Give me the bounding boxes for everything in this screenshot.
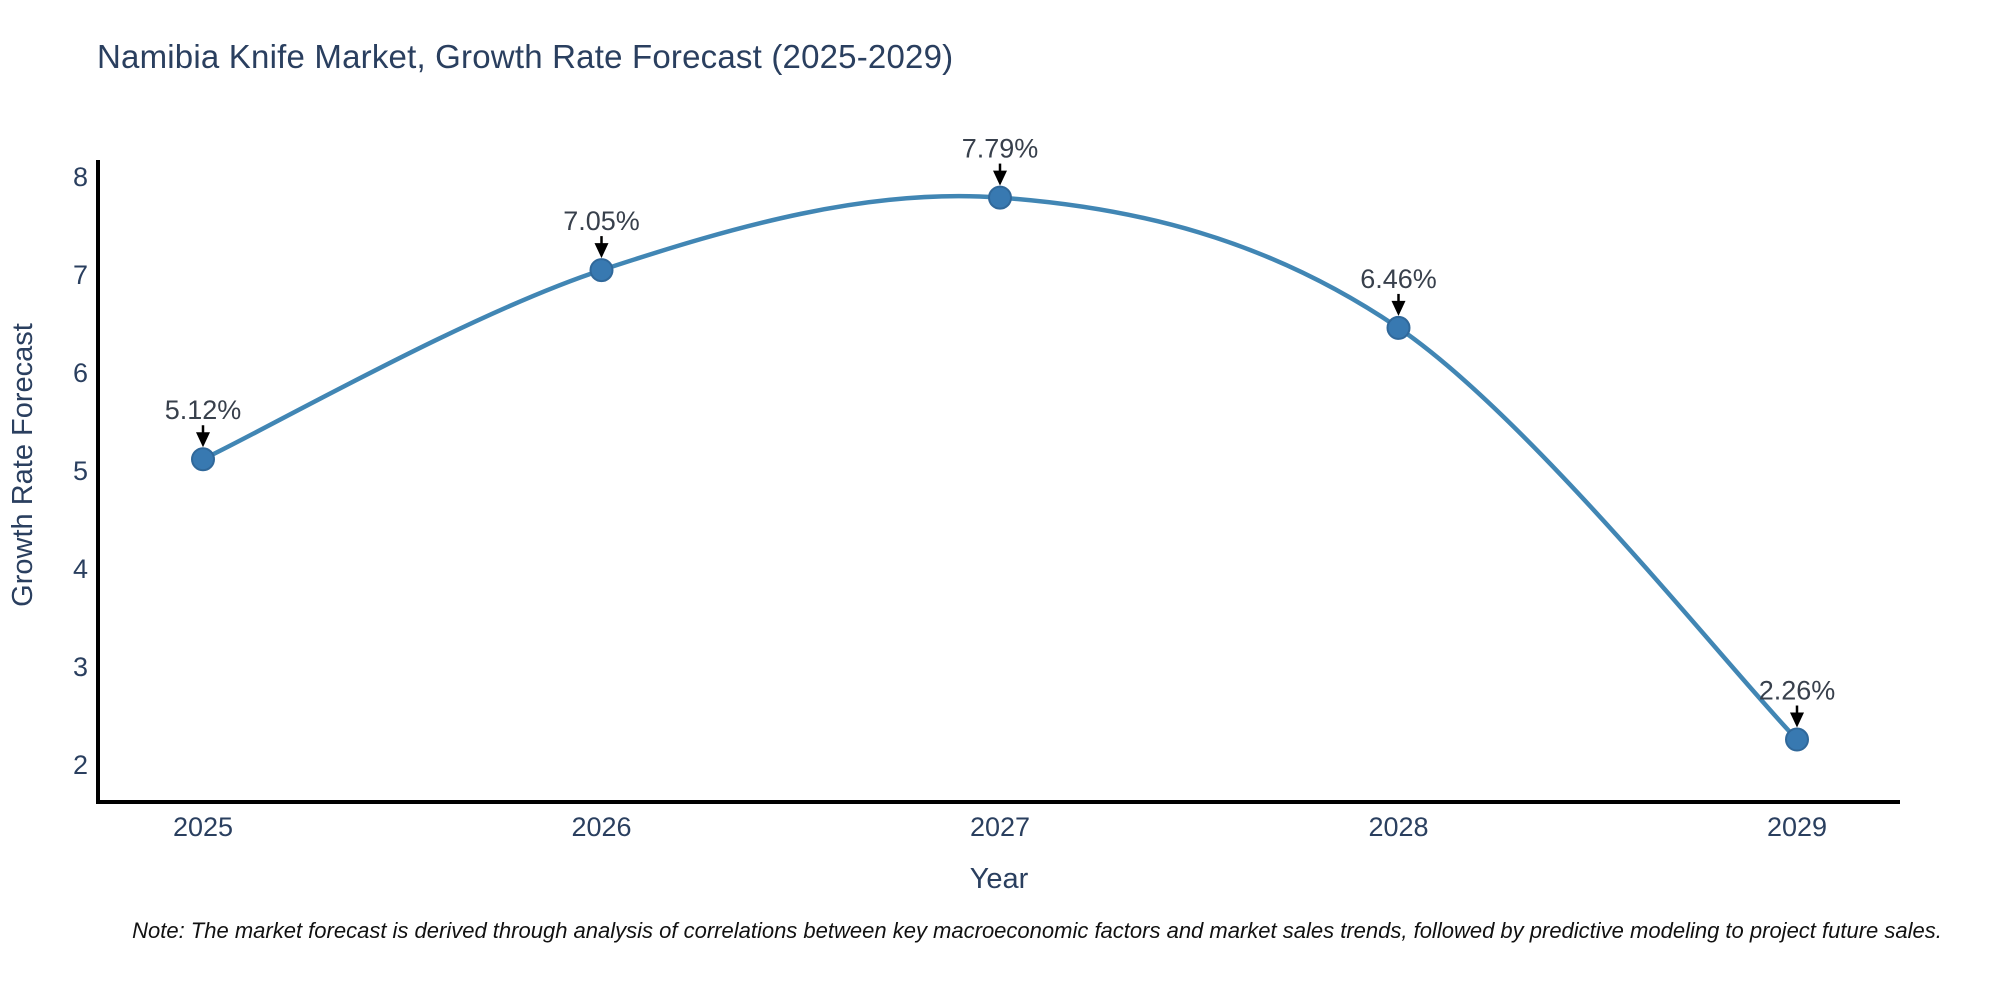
trend-line bbox=[200, 193, 1800, 742]
annotations: 5.12% 7.05% 7.79% 6.46% 2.26% bbox=[165, 134, 1836, 728]
y-tick-label: 3 bbox=[73, 652, 88, 682]
y-tick-label: 4 bbox=[73, 554, 88, 584]
x-tick-label: 2025 bbox=[173, 812, 233, 842]
y-tick-label: 2 bbox=[73, 750, 88, 780]
x-tick-label: 2029 bbox=[1767, 812, 1827, 842]
x-axis-title: Year bbox=[970, 863, 1029, 895]
y-tick-label: 7 bbox=[73, 260, 88, 290]
y-axis-title: Growth Rate Forecast bbox=[7, 323, 39, 607]
annotation-arrowhead bbox=[1790, 712, 1804, 728]
annotation-arrowhead bbox=[993, 170, 1007, 186]
chart-title: Namibia Knife Market, Growth Rate Foreca… bbox=[97, 38, 954, 75]
annotation-label: 2.26% bbox=[1759, 676, 1836, 706]
data-series bbox=[191, 185, 1809, 752]
x-tick-label: 2026 bbox=[571, 812, 631, 842]
annotation-arrowhead bbox=[196, 432, 210, 448]
data-point[interactable] bbox=[1785, 727, 1809, 752]
tick-labels: 2 3 4 5 6 7 8 2025 2026 2027 2028 2029 bbox=[73, 162, 1827, 842]
annotation-arrowhead bbox=[1391, 300, 1406, 316]
x-tick-label: 2028 bbox=[1368, 812, 1428, 842]
annotation-arrowhead bbox=[594, 243, 609, 259]
annotation-label: 7.05% bbox=[563, 206, 640, 236]
axes bbox=[96, 160, 1900, 804]
y-tick-label: 8 bbox=[73, 162, 88, 192]
y-tick-label: 5 bbox=[73, 456, 88, 486]
annotation-label: 6.46% bbox=[1360, 264, 1437, 294]
x-tick-label: 2027 bbox=[970, 812, 1030, 842]
data-point[interactable] bbox=[1386, 315, 1411, 340]
y-tick-label: 6 bbox=[73, 358, 88, 388]
data-point[interactable] bbox=[191, 447, 215, 472]
annotation-label: 5.12% bbox=[165, 395, 242, 425]
data-point[interactable] bbox=[988, 185, 1012, 210]
annotation-label: 7.79% bbox=[962, 134, 1039, 164]
data-point[interactable] bbox=[589, 258, 614, 283]
chart-note: Note: The market forecast is derived thr… bbox=[132, 918, 1942, 943]
